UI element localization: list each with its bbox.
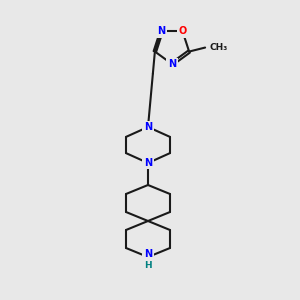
- Text: H: H: [144, 261, 152, 270]
- Text: N: N: [144, 122, 152, 132]
- Text: CH₃: CH₃: [209, 43, 227, 52]
- Text: N: N: [168, 59, 176, 69]
- Text: N: N: [158, 26, 166, 36]
- Text: N: N: [144, 158, 152, 168]
- Text: O: O: [178, 26, 187, 36]
- Text: N: N: [144, 249, 152, 259]
